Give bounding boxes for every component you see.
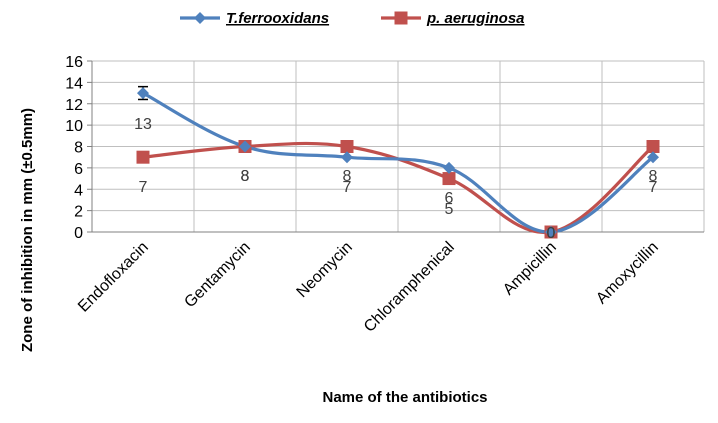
- x-axis-title: Name of the antibiotics: [322, 389, 487, 406]
- data-label: 8: [241, 168, 250, 185]
- x-tick-label: Neomycin: [294, 239, 356, 301]
- legend-marker-square: [394, 11, 408, 25]
- y-tick-label: 8: [74, 140, 83, 157]
- data-label: 7: [649, 179, 658, 196]
- data-label: 7: [139, 179, 148, 196]
- y-tick-label: 12: [65, 97, 83, 114]
- marker-square: [646, 140, 660, 153]
- y-tick-label: 4: [74, 182, 83, 199]
- y-tick-label: 0: [74, 225, 83, 242]
- marker-diamond: [647, 151, 659, 164]
- x-tick-label: Chloramphenical: [361, 239, 458, 336]
- data-label: 8: [343, 168, 352, 185]
- series-line-1: [141, 141, 655, 235]
- y-tick-label: 16: [65, 54, 83, 71]
- y-tick-label: 10: [65, 118, 83, 135]
- axes: [91, 61, 704, 233]
- data-label: 7: [343, 179, 352, 196]
- data-label: 5: [445, 201, 454, 218]
- legend: T.ferrooxidans p. aeruginosa: [180, 10, 525, 27]
- marker-square: [442, 172, 456, 186]
- legend-label-1: p. aeruginosa: [426, 10, 525, 27]
- x-tick-label: Ampicillin: [500, 239, 560, 299]
- x-tick-label: Amoxycillin: [593, 239, 662, 308]
- series-line-0: [141, 91, 655, 234]
- gridlines: [87, 60, 705, 233]
- y-tick-label: 2: [74, 204, 83, 221]
- series: [136, 85, 660, 239]
- marker-diamond: [137, 87, 149, 100]
- x-tick-label: Gentamycin: [181, 239, 253, 311]
- data-label: 0: [547, 225, 556, 242]
- legend-label-0: T.ferrooxidans: [226, 10, 329, 27]
- x-tick-labels: Endofloxacin Gentamycin Neomycin Chloramphe…: [75, 239, 662, 336]
- data-label: 6: [445, 190, 454, 207]
- data-label: 8: [649, 168, 658, 185]
- y-tick-label: 6: [74, 161, 83, 178]
- marker-diamond: [239, 140, 251, 153]
- x-tick-label: Endofloxacin: [75, 239, 152, 316]
- y-axis-title: Zone of inhibition in mm (±0.5mm): [19, 108, 36, 352]
- y-tick-label: 14: [65, 75, 83, 92]
- data-label: 8: [241, 168, 250, 185]
- y-tick-labels: 0 2 4 6 8 10 12 14 16: [65, 54, 83, 242]
- data-label: 0: [547, 225, 556, 242]
- marker-square: [340, 140, 354, 153]
- marker-diamond: [341, 151, 353, 164]
- data-label: 13: [134, 116, 152, 133]
- marker-diamond: [443, 161, 455, 174]
- legend-marker-diamond: [194, 12, 206, 24]
- marker-square: [136, 150, 150, 164]
- marker-diamond: [545, 226, 557, 238]
